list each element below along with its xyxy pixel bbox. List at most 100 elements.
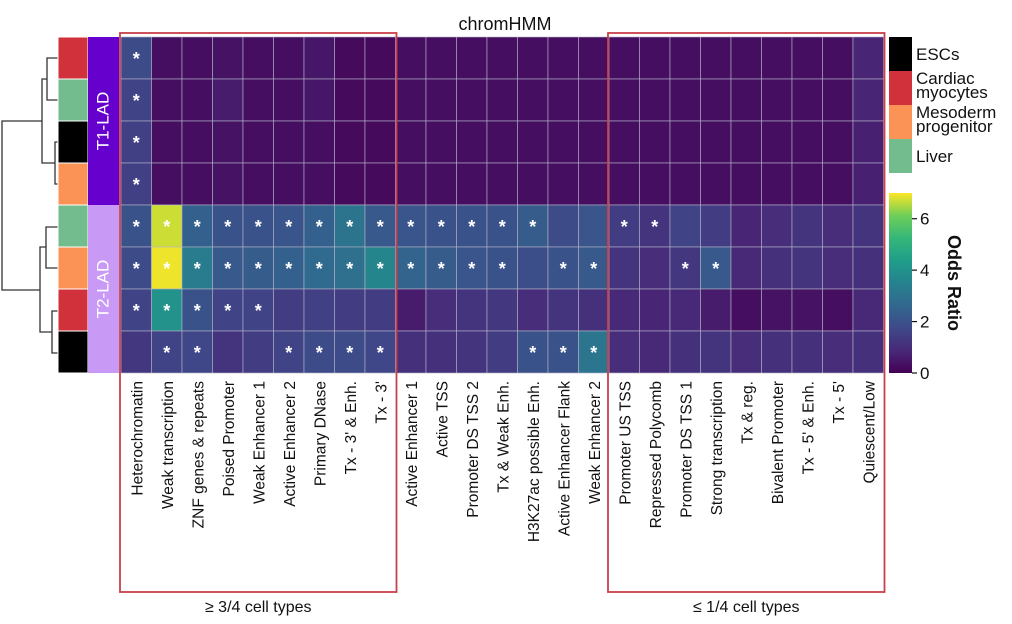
heatmap-cell [578, 330, 610, 374]
heatmap-cell [578, 204, 610, 248]
heatmap-cell [639, 36, 671, 80]
heatmap-cell [852, 120, 884, 164]
column-label: Repressed Polycomb [648, 381, 665, 528]
heatmap-cell [303, 288, 335, 332]
heatmap-cell [334, 36, 366, 80]
heatmap-cell [517, 78, 549, 122]
heatmap-cell [639, 288, 671, 332]
column-label: Active Enhancer 2 [282, 381, 299, 507]
significance-star: * [194, 259, 201, 279]
significance-star: * [438, 259, 445, 279]
heatmap-cell [578, 120, 610, 164]
column-label: Promoter DS TSS 2 [465, 381, 482, 518]
column-label: Active Enhancer Flank [556, 381, 573, 536]
cell-type-swatch [57, 36, 89, 80]
significance-star: * [194, 217, 201, 237]
heatmap-cell [395, 36, 427, 80]
significance-star: * [285, 343, 292, 363]
heatmap-cell [486, 288, 518, 332]
heatmap-cell [242, 246, 274, 290]
heatmap-cell [791, 120, 823, 164]
cell-type-swatch [57, 78, 89, 122]
colorbar-tick-label: 2 [920, 313, 929, 332]
heatmap-cell [852, 36, 884, 80]
heatmap-cell [608, 204, 640, 248]
significance-markers: * * * * * * * * * * * * * * * * * * * * * * * * * * * * * * * * * * * * * * * *… [133, 49, 720, 363]
lad-group-label: T1-LAD [93, 92, 112, 151]
significance-star: * [560, 343, 567, 363]
heatmap-cell [669, 204, 701, 248]
colorbar-tick-label: 4 [920, 261, 929, 280]
significance-star: * [529, 343, 536, 363]
legend-swatch [889, 105, 912, 139]
heatmap-cell [181, 78, 213, 122]
heatmap-cell [395, 330, 427, 374]
significance-star: * [224, 259, 231, 279]
significance-star: * [346, 259, 353, 279]
significance-star: * [712, 259, 719, 279]
heatmap-cell [761, 36, 793, 80]
heatmap-cell [120, 36, 152, 80]
heatmap-cell [730, 120, 762, 164]
significance-star: * [377, 217, 384, 237]
heatmap-cell [761, 120, 793, 164]
heatmap-cell [151, 120, 183, 164]
heatmap-cell [212, 330, 244, 374]
column-label: Quiescent/Low [861, 380, 878, 483]
heatmap-cell [456, 36, 488, 80]
heatmap-cell [547, 288, 579, 332]
legend-label: Mesoderm progenitor [916, 103, 996, 136]
heatmap-cell [730, 162, 762, 206]
significance-star: * [285, 217, 292, 237]
dendrogram-branch [51, 310, 58, 354]
significance-star: * [133, 175, 140, 195]
heatmap-cell [151, 162, 183, 206]
heatmap-cell [761, 162, 793, 206]
significance-star: * [255, 217, 262, 237]
heatmap-cell [761, 288, 793, 332]
significance-star: * [529, 217, 536, 237]
heatmap-cell [151, 330, 183, 374]
heatmap-cell [486, 78, 518, 122]
significance-star: * [560, 259, 567, 279]
heatmap-cell [303, 36, 335, 80]
significance-star: * [133, 259, 140, 279]
heatmap-cell [151, 78, 183, 122]
significance-star: * [682, 259, 689, 279]
heatmap-cell [791, 36, 823, 80]
heatmap-cell [822, 288, 854, 332]
column-label: Tx - 5' & Enh. [800, 381, 817, 474]
heatmap-cell [700, 120, 732, 164]
heatmap-cell [730, 78, 762, 122]
column-label: Active Enhancer 1 [404, 381, 421, 507]
heatmap-cell [212, 120, 244, 164]
column-label: Weak Enhancer 2 [587, 381, 604, 504]
heatmap-cell [364, 246, 396, 290]
heatmap-cell [456, 246, 488, 290]
heatmap-cell [608, 246, 640, 290]
significance-star: * [133, 91, 140, 111]
heatmap-cell [730, 204, 762, 248]
heatmap-cell [273, 288, 305, 332]
heatmap-cell [791, 162, 823, 206]
heatmap-cell [425, 288, 457, 332]
heatmap-cell [151, 36, 183, 80]
heatmap-cell [822, 36, 854, 80]
heatmap-cell [822, 78, 854, 122]
significance-star: * [163, 301, 170, 321]
legend-label: Liver [916, 147, 953, 166]
legend-label: Cardiac myocytes [916, 69, 988, 102]
significance-star: * [651, 217, 658, 237]
heatmap-cell [486, 120, 518, 164]
heatmap-cell [822, 330, 854, 374]
heatmap-cell [791, 330, 823, 374]
heatmap-cell [669, 36, 701, 80]
significance-star: * [133, 49, 140, 69]
significance-star: * [499, 217, 506, 237]
heatmap-cell [791, 288, 823, 332]
heatmap-cell [151, 204, 183, 248]
heatmap-cell [456, 330, 488, 374]
heatmap-cell [456, 204, 488, 248]
heatmap-cell [852, 246, 884, 290]
